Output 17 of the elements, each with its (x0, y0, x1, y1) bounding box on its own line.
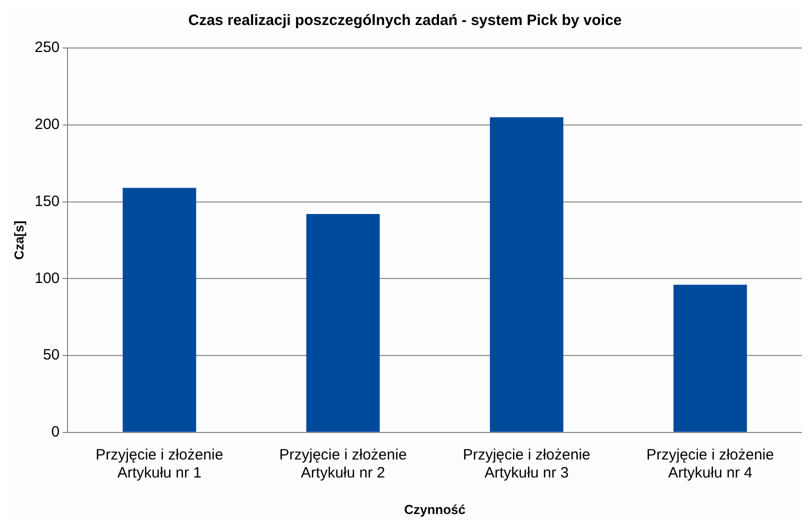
y-tick-label: 100 (34, 270, 60, 287)
x-tick-label: Przyjęcie i złożenie Artykułu nr 2 (279, 446, 407, 482)
bar (306, 214, 380, 432)
x-tick-label: Przyjęcie i złożenie Artykułu nr 4 (646, 446, 774, 482)
x-axis-title: Czynność (404, 502, 466, 517)
y-tick-label: 200 (34, 116, 60, 134)
y-tick-label: 150 (34, 192, 60, 210)
x-tick-label: Przyjęcie i złożenie Artykułu nr 1 (96, 446, 224, 482)
y-tick-label: 50 (42, 346, 60, 364)
bar (122, 188, 196, 432)
y-tick-label: 0 (51, 424, 60, 441)
x-tick-label: Przyjęcie i złożenie Artykułu nr 3 (462, 446, 590, 482)
y-tick-label: 250 (34, 39, 60, 56)
y-axis-title: Cza[s] (11, 220, 26, 260)
bar (673, 284, 747, 432)
chart-title: Czas realizacji poszczególnych zadań - system Pick by voice (188, 12, 622, 30)
bar (490, 117, 564, 432)
